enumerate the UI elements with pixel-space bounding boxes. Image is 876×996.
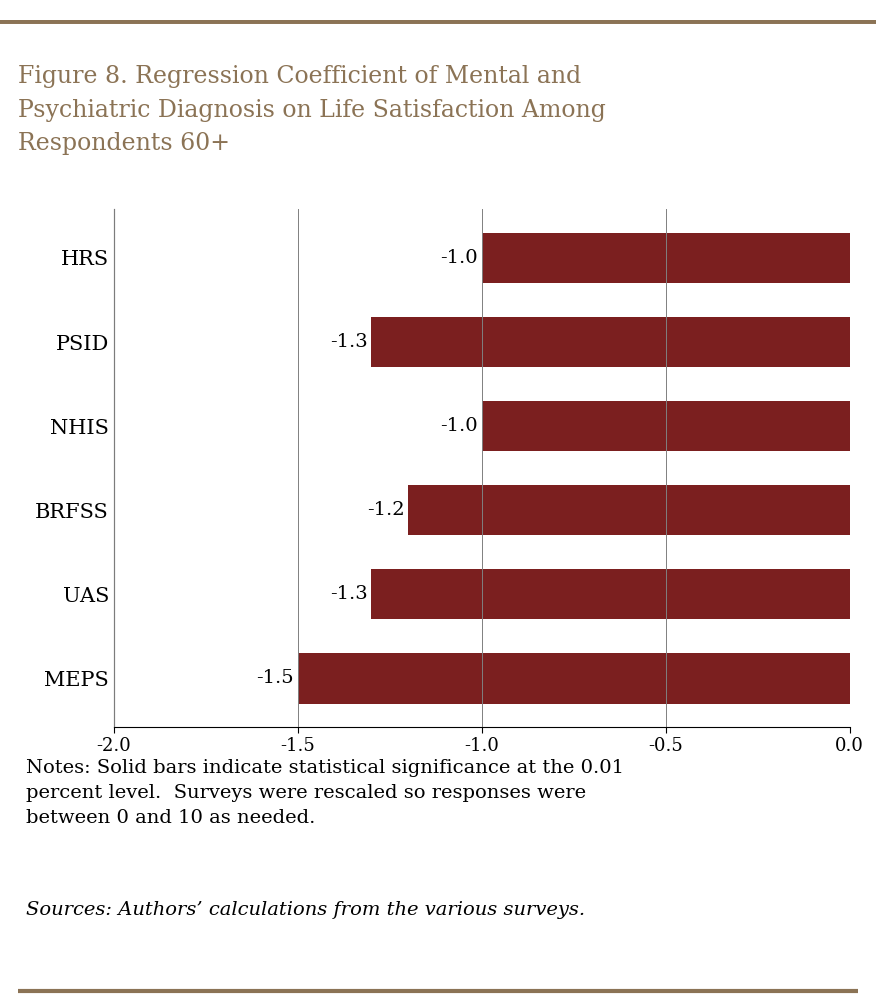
Text: -1.2: -1.2 [367,501,405,519]
Text: -1.5: -1.5 [257,669,294,687]
Text: Figure 8. Regression Coefficient of Mental and
Psychiatric Diagnosis on Life Sat: Figure 8. Regression Coefficient of Ment… [18,65,605,155]
Bar [482,233,850,283]
Bar [408,485,850,536]
Text: -1.0: -1.0 [441,417,478,435]
Bar [371,569,850,620]
Text: -1.3: -1.3 [330,586,368,604]
Bar [298,653,850,703]
Text: -1.3: -1.3 [330,333,368,351]
Text: -1.0: -1.0 [441,249,478,267]
Text: Sources: Authors’ calculations from the various surveys.: Sources: Authors’ calculations from the … [26,901,585,919]
Bar [482,400,850,451]
Text: Notes: Solid bars indicate statistical significance at the 0.01
percent level.  : Notes: Solid bars indicate statistical s… [26,759,624,828]
Bar [371,317,850,368]
